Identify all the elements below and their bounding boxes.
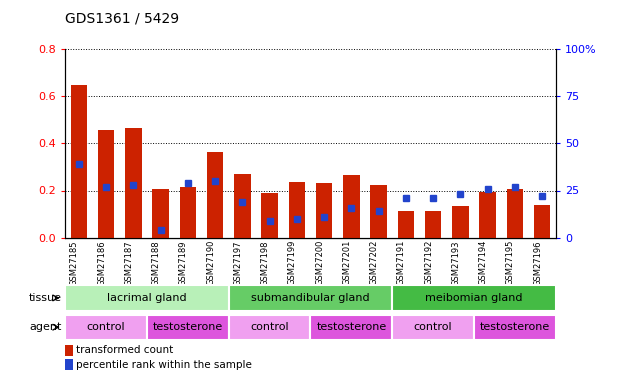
Text: agent: agent — [30, 322, 62, 332]
Bar — [343, 175, 360, 238]
Text: GSM27188: GSM27188 — [152, 240, 161, 286]
Text: GSM27200: GSM27200 — [315, 240, 324, 285]
Text: GSM27198: GSM27198 — [261, 240, 270, 285]
Bar — [71, 86, 87, 238]
Bar — [371, 184, 387, 238]
Bar — [147, 315, 229, 340]
Text: GSM27202: GSM27202 — [369, 240, 379, 285]
Text: meibomian gland: meibomian gland — [425, 293, 523, 303]
Bar — [152, 189, 169, 238]
Bar — [452, 206, 469, 238]
Text: lacrimal gland: lacrimal gland — [107, 293, 187, 303]
Text: GSM27197: GSM27197 — [233, 240, 242, 285]
Bar — [261, 193, 278, 238]
Text: transformed count: transformed count — [76, 345, 173, 355]
Text: control: control — [414, 322, 453, 332]
Bar — [425, 211, 442, 238]
Text: testosterone: testosterone — [480, 322, 550, 332]
Bar — [98, 130, 114, 238]
Bar — [534, 205, 550, 238]
Text: GSM27185: GSM27185 — [70, 240, 79, 285]
Bar — [65, 359, 73, 370]
Text: tissue: tissue — [29, 293, 62, 303]
Bar — [229, 315, 310, 340]
Text: GSM27192: GSM27192 — [424, 240, 433, 285]
Text: testosterone: testosterone — [316, 322, 386, 332]
Bar — [65, 345, 73, 356]
Text: GSM27196: GSM27196 — [533, 240, 542, 285]
Bar — [65, 285, 229, 310]
Bar — [289, 182, 305, 238]
Text: GSM27187: GSM27187 — [124, 240, 134, 286]
Bar — [316, 183, 332, 238]
Text: percentile rank within the sample: percentile rank within the sample — [76, 360, 252, 369]
Text: GSM27193: GSM27193 — [451, 240, 460, 285]
Bar — [310, 315, 392, 340]
Bar — [392, 285, 556, 310]
Bar — [179, 187, 196, 238]
Text: GDS1361 / 5429: GDS1361 / 5429 — [65, 11, 179, 25]
Text: GSM27195: GSM27195 — [506, 240, 515, 285]
Text: GSM27189: GSM27189 — [179, 240, 188, 285]
Text: GSM27191: GSM27191 — [397, 240, 406, 285]
Bar — [397, 211, 414, 238]
Bar — [229, 285, 392, 310]
Text: GSM27186: GSM27186 — [97, 240, 106, 286]
Text: submandibular gland: submandibular gland — [251, 293, 370, 303]
Bar — [125, 128, 142, 238]
Text: control: control — [87, 322, 125, 332]
Text: GSM27199: GSM27199 — [288, 240, 297, 285]
Bar — [507, 189, 523, 238]
Text: GSM27201: GSM27201 — [342, 240, 351, 285]
Bar — [392, 315, 474, 340]
Bar — [207, 152, 224, 238]
Text: testosterone: testosterone — [153, 322, 223, 332]
Text: GSM27194: GSM27194 — [479, 240, 487, 285]
Text: control: control — [250, 322, 289, 332]
Bar — [474, 315, 556, 340]
Bar — [234, 174, 250, 238]
Bar — [479, 192, 496, 238]
Text: GSM27190: GSM27190 — [206, 240, 215, 285]
Bar — [65, 315, 147, 340]
